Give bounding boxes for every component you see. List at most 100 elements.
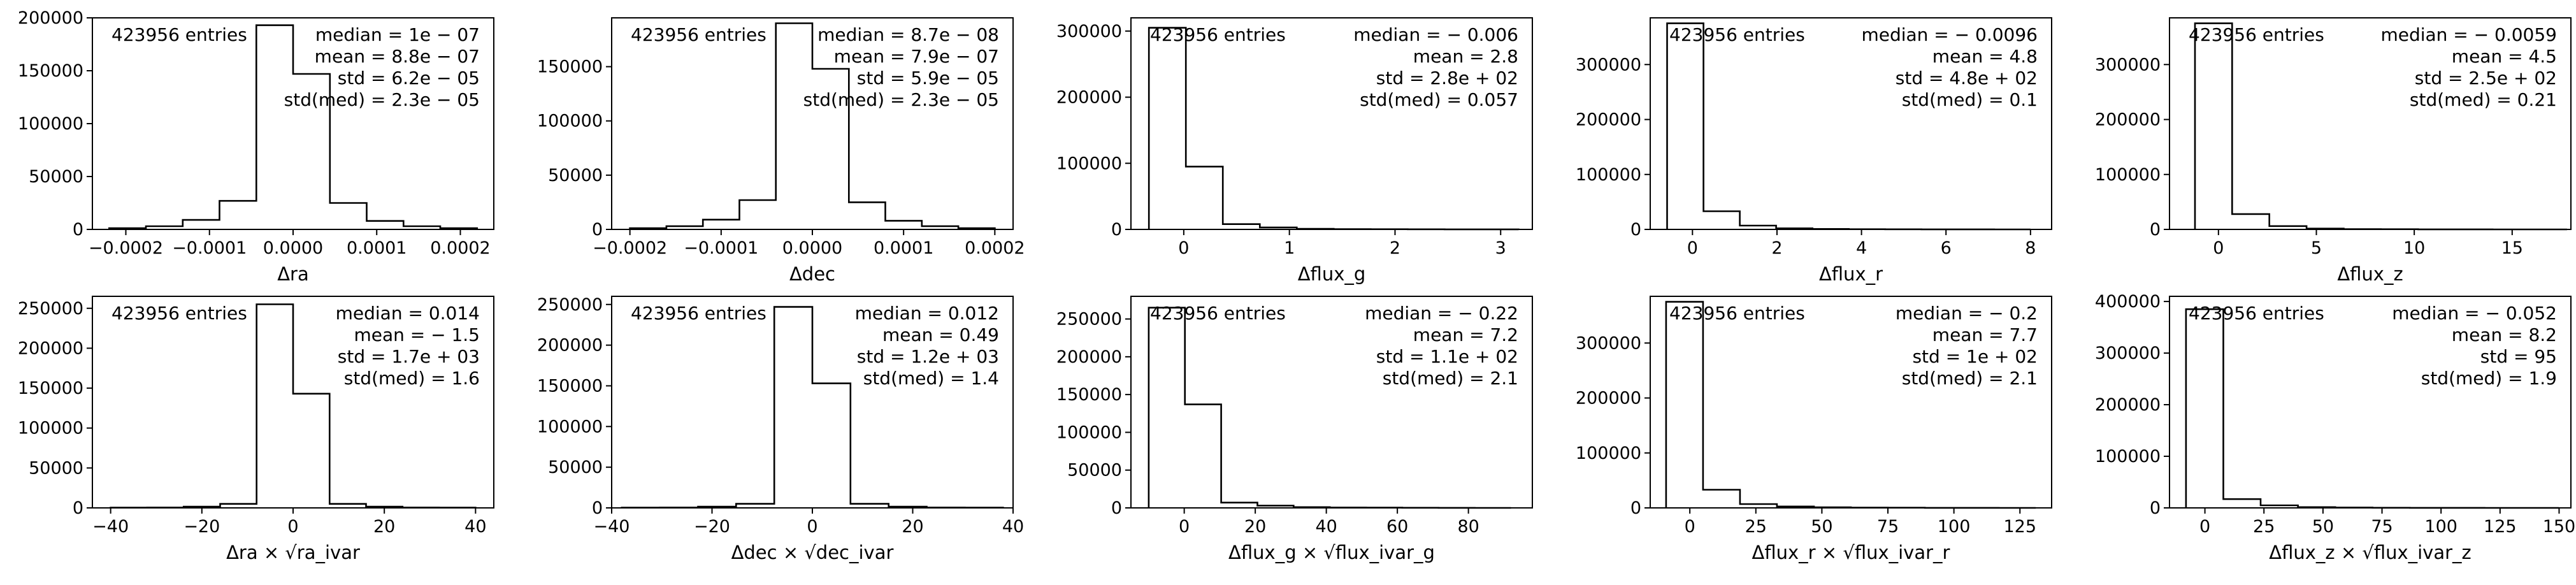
histogram-step-line xyxy=(108,24,479,229)
histogram-panel-9: 0 25 50 75 100 125 0 100000 200000 300000 Δflux_r … xyxy=(1576,296,2052,563)
stats-annotation-line: mean = 4.5 xyxy=(2452,46,2557,67)
y-tick-label: 100000 xyxy=(1056,422,1122,442)
x-tick-label: 100 xyxy=(2424,517,2457,537)
stats-annotation-line: mean = 8.8e − 07 xyxy=(315,46,480,67)
y-tick-label: 0 xyxy=(1111,220,1122,240)
stats-annotation-line: std(med) = 2.3e − 05 xyxy=(803,89,999,110)
histogram-panel-5: 0 5 10 15 0 100000 200000 300000 Δflux_z 423956 e… xyxy=(2095,17,2572,285)
x-tick-label: 100 xyxy=(1938,517,1971,537)
axes-frame xyxy=(2169,17,2572,230)
stats-annotation-line: std(med) = 1.4 xyxy=(863,368,999,389)
entries-annotation: 423956 entries xyxy=(1669,24,1805,45)
axes-frame xyxy=(1130,296,1533,509)
x-tick-label: 2 xyxy=(1771,238,1782,258)
entries-annotation: 423956 entries xyxy=(1669,303,1805,324)
y-tick-label: 0 xyxy=(1630,220,1641,240)
y-tick-label: 200000 xyxy=(18,338,83,358)
y-tick-label: 400000 xyxy=(2095,292,2161,312)
stats-annotation-line: std(med) = 0.21 xyxy=(2410,89,2557,110)
histogram-panel-7: −40 −20 0 20 40 0 50000 100000 150000 200000 25000… xyxy=(537,295,1024,563)
stats-annotation-line: std = 1e + 02 xyxy=(1912,346,2038,367)
x-tick-label: 40 xyxy=(464,517,486,537)
stats-annotation-line: std = 95 xyxy=(2480,346,2557,367)
x-tick-label: 0 xyxy=(807,517,817,537)
axes-frame xyxy=(1650,17,2052,230)
x-tick-label: 0 xyxy=(1687,238,1698,258)
x-tick-label: 150 xyxy=(2543,517,2576,537)
x-tick-label: 0.0001 xyxy=(874,238,933,258)
histogram-panel-2: −0.0002 −0.0001 0.0000 0.0001 0.0002 0 50000 10… xyxy=(537,17,1025,285)
y-tick-label: 150000 xyxy=(1056,385,1122,405)
y-tick-label: 300000 xyxy=(2095,343,2161,363)
y-tick-label: 0 xyxy=(1630,498,1641,518)
y-tick-label: 100000 xyxy=(18,114,83,134)
stats-annotation-line: std = 1.7e + 03 xyxy=(338,346,480,367)
stats-annotation-line: std = 1.2e + 03 xyxy=(857,346,999,367)
x-tick-label: 75 xyxy=(1877,517,1899,537)
histogram-panel-1: −0.0002 −0.0001 0.0000 0.0001 0.0002 0 50000 10… xyxy=(18,8,494,285)
x-tick-label: 0 xyxy=(2213,238,2224,258)
stats-annotation-line: std(med) = 0.1 xyxy=(1902,89,2038,110)
x-axis-label: Δra xyxy=(277,263,309,285)
stats-annotation-line: std = 6.2e − 05 xyxy=(338,68,480,89)
stats-annotation-line: median = − 0.006 xyxy=(1353,24,1518,45)
y-tick-label: 200000 xyxy=(1576,110,1641,130)
x-tick-label: 0 xyxy=(287,517,298,537)
stats-annotation-line: mean = 2.8 xyxy=(1413,46,1518,67)
y-tick-label: 100000 xyxy=(2095,447,2161,466)
x-tick-label: 20 xyxy=(902,517,923,537)
y-tick-label: 200000 xyxy=(1056,88,1122,108)
x-tick-label: 10 xyxy=(2403,238,2425,258)
x-tick-label: 0.0002 xyxy=(965,238,1025,258)
entries-annotation: 423956 entries xyxy=(112,303,247,324)
histogram-panel-3: 0 1 2 3 0 100000 200000 300000 Δflux_g 423956 ent… xyxy=(1056,17,1533,285)
stats-annotation-line: mean = 4.8 xyxy=(1932,46,2038,67)
y-tick-label: 50000 xyxy=(29,458,83,478)
x-tick-label: 20 xyxy=(1244,517,1266,537)
x-tick-label: 60 xyxy=(1386,517,1408,537)
x-axis-label: Δflux_r × √flux_ivar_r xyxy=(1752,542,1950,563)
stats-annotation-line: median = 0.012 xyxy=(855,303,999,324)
entries-annotation: 423956 entries xyxy=(1150,24,1286,45)
x-tick-label: 40 xyxy=(1315,517,1337,537)
stats-annotation-line: median = 1e − 07 xyxy=(315,24,480,45)
x-tick-label: −40 xyxy=(594,517,630,537)
stats-annotation-line: std(med) = 0.057 xyxy=(1360,89,1518,110)
stats-annotation-line: mean = 7.9e − 07 xyxy=(834,46,999,67)
x-tick-label: −20 xyxy=(694,517,730,537)
y-tick-label: 250000 xyxy=(537,295,603,315)
y-tick-label: 50000 xyxy=(548,166,603,185)
y-tick-label: 200000 xyxy=(2095,110,2161,130)
x-tick-label: 15 xyxy=(2501,238,2523,258)
y-tick-label: 100000 xyxy=(18,419,83,438)
entries-annotation: 423956 entries xyxy=(1150,303,1286,324)
y-tick-label: 250000 xyxy=(1056,310,1122,329)
x-tick-label: 3 xyxy=(1495,238,1506,258)
y-tick-label: 300000 xyxy=(1576,333,1641,353)
y-tick-label: 300000 xyxy=(1056,22,1122,41)
x-tick-label: 20 xyxy=(373,517,395,537)
x-tick-label: 6 xyxy=(1941,238,1952,258)
x-tick-label: 25 xyxy=(2253,517,2275,537)
x-tick-label: −0.0002 xyxy=(89,238,163,258)
axes-frame xyxy=(1130,17,1533,230)
x-tick-label: 25 xyxy=(1745,517,1767,537)
y-tick-label: 50000 xyxy=(1067,461,1122,480)
axes-frame xyxy=(1650,296,2052,509)
y-tick-label: 100000 xyxy=(537,417,603,437)
y-tick-label: 0 xyxy=(592,220,603,240)
x-tick-label: −20 xyxy=(183,517,220,537)
stats-annotation-line: median = 8.7e − 08 xyxy=(817,24,999,45)
x-tick-label: 5 xyxy=(2311,238,2322,258)
entries-annotation: 423956 entries xyxy=(112,24,247,45)
stats-annotation-line: median = − 0.22 xyxy=(1365,303,1518,324)
y-tick-label: 100000 xyxy=(537,112,603,131)
y-tick-label: 250000 xyxy=(18,299,83,319)
x-axis-label: Δdec xyxy=(789,263,835,285)
y-tick-label: 0 xyxy=(2150,220,2161,240)
stats-annotation-line: median = − 0.2 xyxy=(1896,303,2038,324)
x-tick-label: 50 xyxy=(2312,517,2334,537)
axes-frame xyxy=(2169,296,2572,509)
histogram-step-line xyxy=(629,22,996,229)
stats-annotation-line: median = − 0.0096 xyxy=(1861,24,2038,45)
